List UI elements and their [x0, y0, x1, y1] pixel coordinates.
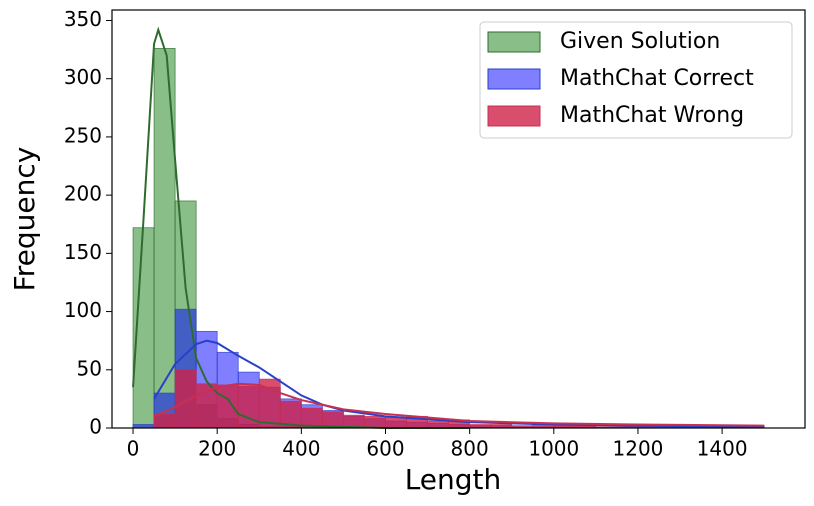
legend-box — [479, 21, 793, 139]
kde-line — [153, 339, 765, 428]
x-tick-label: 1000 — [528, 437, 579, 461]
legend-swatch — [487, 31, 541, 53]
x-tick-label: 800 — [451, 437, 489, 461]
histogram-bar — [216, 384, 239, 429]
x-tick-label: 1400 — [697, 437, 748, 461]
x-tick-label: 1200 — [613, 437, 664, 461]
y-tick-label: 200 — [64, 182, 102, 206]
x-axis-label: Length — [405, 463, 502, 496]
legend-label: Given Solution — [560, 29, 720, 54]
y-tick-label: 0 — [89, 415, 102, 439]
kde-line — [153, 382, 765, 427]
histogram-bar — [174, 369, 197, 429]
legend-label: MathChat Correct — [560, 66, 754, 91]
plot-frame — [111, 9, 806, 429]
y-axis-label: Frequency — [8, 147, 41, 292]
y-tick-label: 150 — [64, 240, 102, 264]
legend-swatch — [487, 105, 541, 127]
x-tick-label: 400 — [282, 437, 320, 461]
y-tick-label: 50 — [77, 356, 102, 380]
histogram-bar — [153, 413, 176, 429]
legend-label: MathChat Wrong — [560, 103, 744, 128]
y-tick-label: 300 — [64, 65, 102, 89]
kde-line — [132, 26, 470, 429]
legend-swatch — [487, 68, 541, 90]
x-tick-label: 0 — [127, 437, 140, 461]
x-tick-label: 200 — [198, 437, 236, 461]
y-tick-label: 350 — [64, 7, 102, 31]
histogram-bar — [364, 415, 386, 429]
x-tick-label: 600 — [366, 437, 404, 461]
y-tick-label: 250 — [64, 123, 102, 147]
histogram-bar — [385, 417, 407, 429]
histogram-bar — [427, 420, 450, 429]
y-tick-label: 100 — [64, 298, 102, 322]
